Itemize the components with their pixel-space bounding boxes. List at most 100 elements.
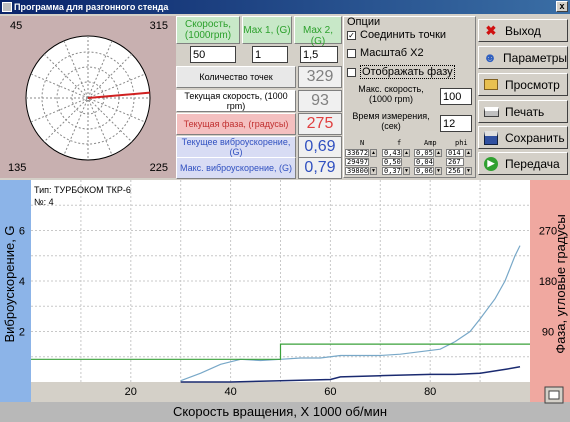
x-axis-label: Скорость вращения, Х 1000 об/мин <box>173 404 387 419</box>
spin-down-icon[interactable]: ▼ <box>435 167 442 175</box>
max2-input[interactable]: 1,5 <box>300 46 338 63</box>
window-close-button[interactable]: x <box>556 1 568 12</box>
mini-cell[interactable]: 0,43 <box>382 149 402 157</box>
chart-print-icon[interactable] <box>544 386 564 404</box>
scale-x2-option[interactable]: Масштаб Х2 <box>347 47 424 59</box>
current-phase-value: 275 <box>298 113 342 135</box>
people-icon: ☻ <box>483 50 497 65</box>
spin-up-icon[interactable]: ▲ <box>403 149 410 157</box>
parameters-button[interactable]: ☻ Параметры <box>478 46 568 69</box>
show-phase-option[interactable]: Отображать фазу <box>347 65 455 79</box>
mini-cell[interactable]: 0,04 <box>414 158 434 166</box>
show-phase-checkbox[interactable] <box>347 67 356 77</box>
polar-label-bottom-left: 135 <box>8 162 27 174</box>
transfer-button-label: Передача <box>505 156 560 171</box>
printer-icon <box>483 104 499 120</box>
exit-button-label: Выход <box>505 23 541 38</box>
mini-cell[interactable]: 267 <box>446 158 464 166</box>
parameters-button-label: Параметры <box>503 50 567 65</box>
current-speed-label: Текущая скорость, (1000 rpm) <box>176 90 296 112</box>
chart-annotation-type: Тип: ТУРБОКОМ ТКР-6 <box>34 185 131 195</box>
max-vibration-label: Макс. виброускорение, (G) <box>176 157 296 179</box>
polar-label-top-left: 45 <box>10 20 23 32</box>
window-titlebar: Программа для разгонного стенда x <box>0 0 570 14</box>
save-button-label: Сохранить <box>505 130 565 145</box>
print-button[interactable]: Печать <box>478 100 568 123</box>
mini-cell[interactable]: 29497 <box>345 158 369 166</box>
y-axis-band <box>0 180 31 402</box>
mini-cell[interactable]: 0,50 <box>382 158 402 166</box>
measure-time-label: Время измерения, (сек) <box>352 111 430 131</box>
y2-tick-label: 270 <box>539 226 557 238</box>
mini-header-n: N <box>360 139 365 147</box>
y-tick-label: 2 <box>19 327 25 339</box>
app-icon <box>2 2 12 12</box>
y2-axis-band <box>530 180 570 402</box>
show-phase-label: Отображать фазу <box>360 65 455 79</box>
current-vibration-value: 0,69 <box>298 136 342 158</box>
y-axis-label: Виброускорение, G <box>2 225 17 342</box>
mini-header-amp: Amp <box>424 139 437 147</box>
points-count-label: Количество точек <box>176 66 296 88</box>
x-tick-label: 60 <box>324 386 336 398</box>
spin-down-icon[interactable]: ▼ <box>465 167 472 175</box>
y2-tick-label: 180 <box>539 276 557 288</box>
mini-cell[interactable]: 33672 <box>345 149 369 157</box>
scale-x2-label: Масштаб Х2 <box>360 47 424 59</box>
polar-label-bottom-right: 225 <box>149 162 168 174</box>
preview-button[interactable]: Просмотр <box>478 73 568 96</box>
arrow-icon: ▶ <box>483 156 499 172</box>
speed-label: Скорость, (1000rpm) <box>184 19 232 41</box>
close-icon: ✖ <box>485 22 497 38</box>
mini-cell[interactable]: 0,06 <box>414 167 434 175</box>
y-tick-label: 4 <box>19 276 25 288</box>
y-tick-label: 6 <box>19 226 25 238</box>
x-tick-label: 40 <box>224 386 236 398</box>
chart-annotation-number: №: 4 <box>34 197 54 207</box>
x-tick-label: 20 <box>125 386 137 398</box>
connect-points-option[interactable]: ✓ Соединить точки <box>347 29 446 41</box>
series-line-3 <box>31 343 530 360</box>
exit-button[interactable]: ✖ Выход <box>478 19 568 42</box>
mini-cell[interactable]: 256 <box>446 167 464 175</box>
connect-points-checkbox[interactable]: ✓ <box>347 30 356 40</box>
max-vibration-value: 0,79 <box>298 157 342 179</box>
max2-label-cell: Max 2, (G) <box>294 16 342 47</box>
transfer-button[interactable]: ▶ Передача <box>478 152 568 175</box>
y2-tick-label: 90 <box>542 327 554 339</box>
save-button[interactable]: Сохранить <box>478 126 568 149</box>
max1-input[interactable]: 1 <box>252 46 288 63</box>
mini-cell[interactable]: 014 <box>446 149 464 157</box>
mini-header-f: f <box>397 139 402 147</box>
spin-up-icon[interactable]: ▲ <box>465 149 472 157</box>
connect-points-label: Соединить точки <box>360 29 447 41</box>
polar-dial <box>25 35 151 161</box>
print-button-label: Печать <box>505 104 545 119</box>
polar-dial-panel: 45 315 135 225 <box>0 16 176 178</box>
vibration-chart: 20 40 60 80 2 4 6 90 180 270 Тип: ТУРБОКОМ ТКР-… <box>0 180 570 422</box>
options-title: Опции <box>347 16 381 28</box>
max-speed-label: Макс. скорость, (1000 rpm) <box>358 84 424 104</box>
mini-cell[interactable]: 39800 <box>345 167 369 175</box>
speed-input[interactable]: 50 <box>190 46 236 63</box>
spin-down-icon[interactable]: ▼ <box>370 167 377 175</box>
mini-cell[interactable]: 0,05 <box>414 149 434 157</box>
speed-label-cell: Скорость, (1000rpm) <box>176 16 240 44</box>
points-count-value: 329 <box>298 66 342 88</box>
current-phase-label: Текущая фаза, (градусы) <box>176 113 296 135</box>
x-tick-label: 80 <box>424 386 436 398</box>
spin-up-icon[interactable]: ▲ <box>435 149 442 157</box>
max1-label: Max 1, (G) <box>243 25 291 36</box>
mini-cell[interactable]: 0,37 <box>382 167 402 175</box>
spin-up-icon[interactable]: ▲ <box>370 149 377 157</box>
max-speed-input[interactable]: 100 <box>440 88 472 105</box>
polar-pointer <box>87 91 150 99</box>
scale-x2-checkbox[interactable] <box>347 48 356 58</box>
max1-label-cell: Max 1, (G) <box>242 16 292 44</box>
measure-time-input[interactable]: 12 <box>440 115 472 132</box>
max2-label: Max 2, (G) <box>302 25 333 47</box>
current-vibration-label: Текущее виброускорение, (G) <box>176 136 296 158</box>
window-title: Программа для разгонного стенда <box>14 2 169 12</box>
spin-down-icon[interactable]: ▼ <box>403 167 410 175</box>
current-speed-value: 93 <box>298 90 342 112</box>
